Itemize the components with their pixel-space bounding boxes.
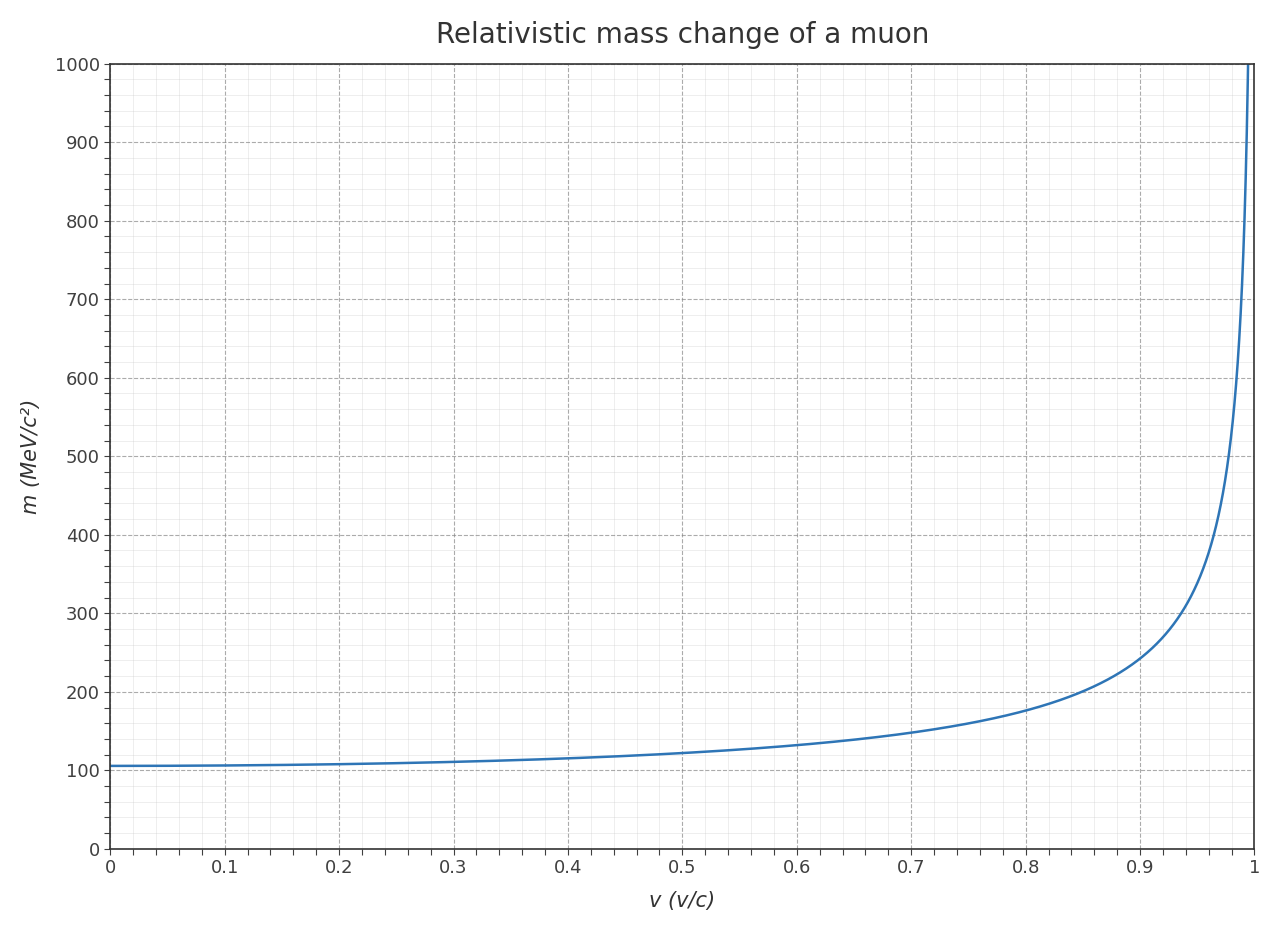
X-axis label: v (v/c): v (v/c) — [649, 891, 715, 911]
Y-axis label: m (MeV/c²): m (MeV/c²) — [20, 399, 41, 514]
Title: Relativistic mass change of a muon: Relativistic mass change of a muon — [436, 21, 929, 48]
